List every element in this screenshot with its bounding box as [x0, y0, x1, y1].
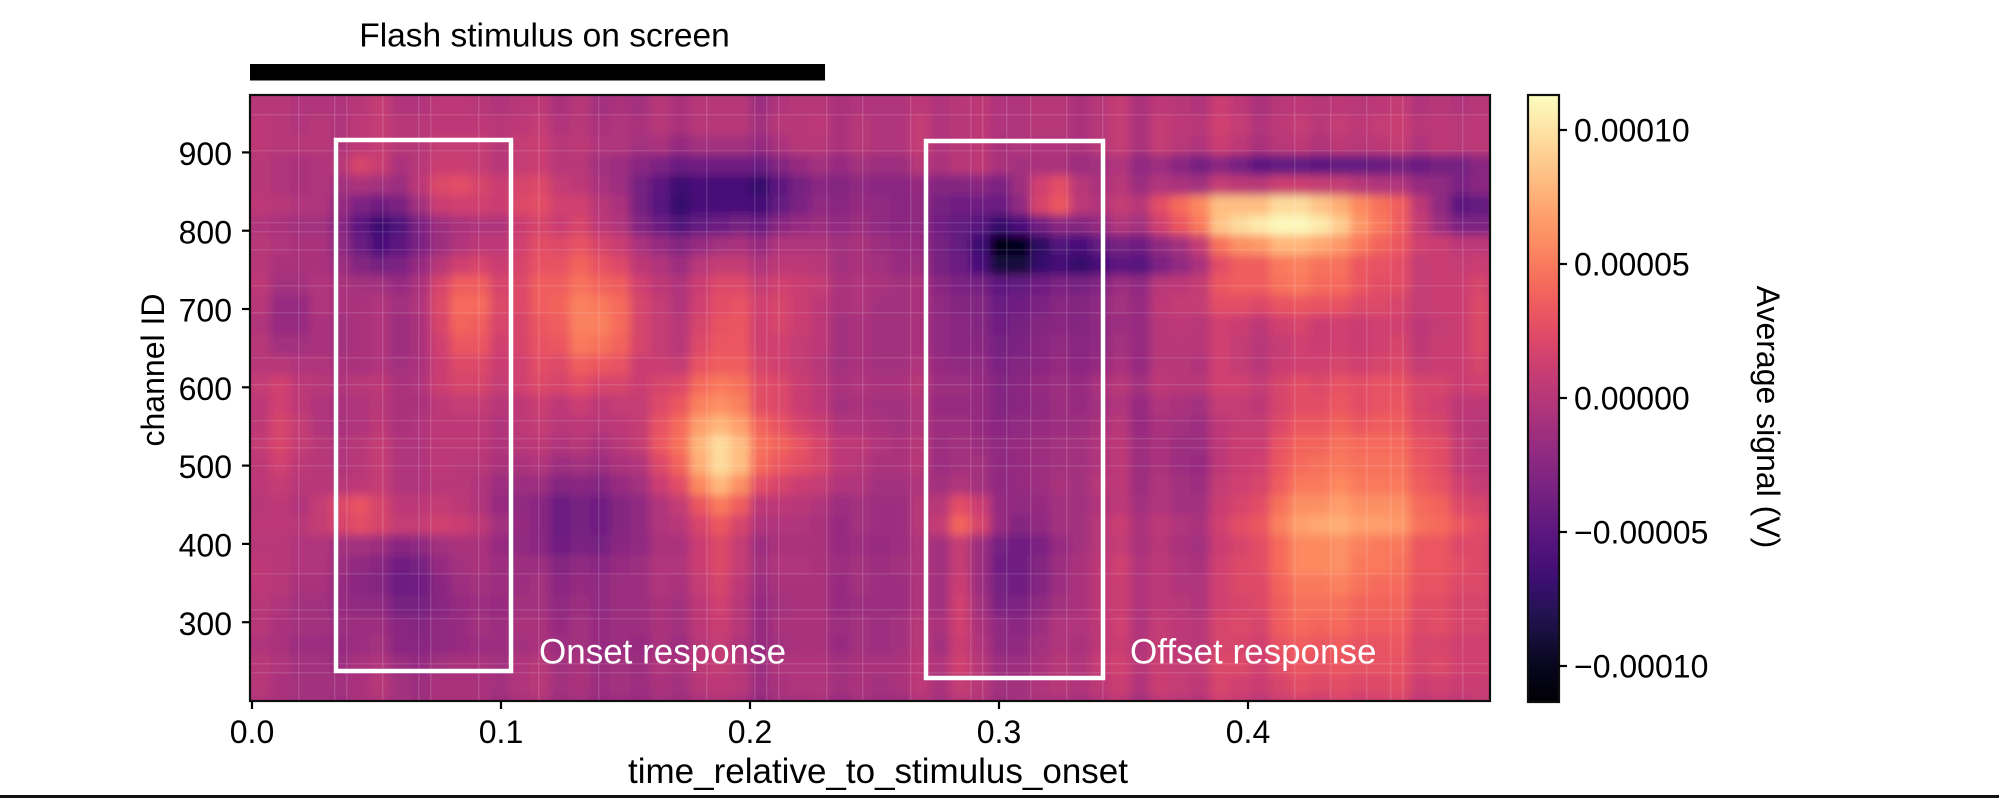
svg-text:−0.00010: −0.00010: [1574, 649, 1708, 685]
svg-text:−0.00005: −0.00005: [1574, 515, 1708, 551]
svg-text:0.00005: 0.00005: [1574, 247, 1690, 283]
svg-text:0.00000: 0.00000: [1574, 381, 1690, 417]
svg-text:0.1: 0.1: [479, 714, 523, 750]
svg-text:channel ID: channel ID: [135, 294, 171, 447]
svg-text:300: 300: [179, 606, 232, 642]
svg-text:800: 800: [179, 214, 232, 250]
svg-text:500: 500: [179, 449, 232, 485]
svg-text:time_relative_to_stimulus_onse: time_relative_to_stimulus_onset: [628, 752, 1128, 791]
svg-text:0.00010: 0.00010: [1574, 113, 1690, 149]
svg-text:0.0: 0.0: [230, 714, 274, 750]
svg-text:400: 400: [179, 528, 232, 564]
svg-text:Offset response: Offset response: [1130, 633, 1376, 672]
svg-text:Onset response: Onset response: [539, 633, 786, 672]
svg-text:700: 700: [179, 293, 232, 329]
svg-text:0.3: 0.3: [977, 714, 1021, 750]
svg-text:0.2: 0.2: [728, 714, 772, 750]
svg-text:600: 600: [179, 371, 232, 407]
svg-text:0.4: 0.4: [1226, 714, 1270, 750]
svg-text:Average signal (V): Average signal (V): [1750, 286, 1786, 549]
svg-text:Flash stimulus on screen: Flash stimulus on screen: [359, 18, 730, 55]
svg-text:900: 900: [179, 136, 232, 172]
